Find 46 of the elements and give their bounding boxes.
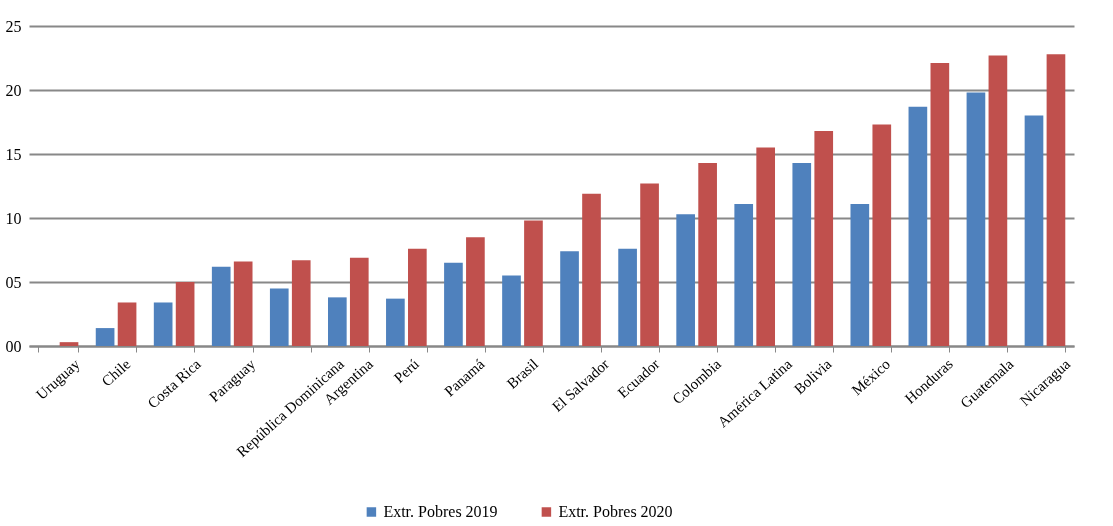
- x-tick-label: Perú: [390, 355, 423, 387]
- bar: [211, 266, 231, 346]
- bar: [930, 63, 950, 346]
- bar: [175, 282, 195, 346]
- bar: [850, 203, 870, 346]
- y-tick-label: 05: [5, 273, 22, 291]
- bar: [327, 297, 347, 346]
- bar: [908, 106, 928, 346]
- legend-label: Extr. Pobres 2020: [558, 503, 673, 520]
- bar: [988, 55, 1008, 346]
- bar: [618, 248, 637, 346]
- bar: [349, 257, 369, 346]
- bar: [408, 248, 427, 346]
- bar: [1046, 54, 1066, 346]
- bar: [676, 214, 695, 346]
- y-tick-label: 20: [5, 81, 22, 99]
- bar: [756, 147, 776, 346]
- bar: [444, 262, 463, 346]
- x-tick-label: Chile: [98, 355, 134, 390]
- bar: [233, 261, 253, 346]
- bar: [560, 251, 579, 346]
- bar: [792, 162, 812, 346]
- bar: [117, 302, 137, 346]
- bar: [466, 237, 485, 346]
- legend-label: Extr. Pobres 2019: [383, 503, 498, 520]
- y-tick-label: 10: [5, 209, 22, 227]
- bar: [1024, 115, 1044, 346]
- x-tick-label: Costa Rica: [144, 355, 205, 412]
- bar: [698, 162, 717, 346]
- bar: [582, 193, 601, 346]
- y-tick-label: 15: [5, 145, 22, 163]
- bar: [524, 220, 543, 346]
- bar: [734, 203, 754, 346]
- bar: [872, 124, 892, 346]
- bar: [502, 275, 521, 346]
- bar: [814, 130, 834, 346]
- bar: [269, 288, 289, 346]
- y-tick-label: 25: [5, 17, 22, 35]
- bar: [291, 260, 311, 346]
- y-tick-label: 00: [5, 337, 22, 355]
- bar: [59, 342, 79, 346]
- bar: [95, 328, 115, 346]
- bar: [640, 183, 659, 346]
- bar: [386, 298, 405, 346]
- bar: [153, 302, 173, 346]
- bar: [966, 92, 986, 346]
